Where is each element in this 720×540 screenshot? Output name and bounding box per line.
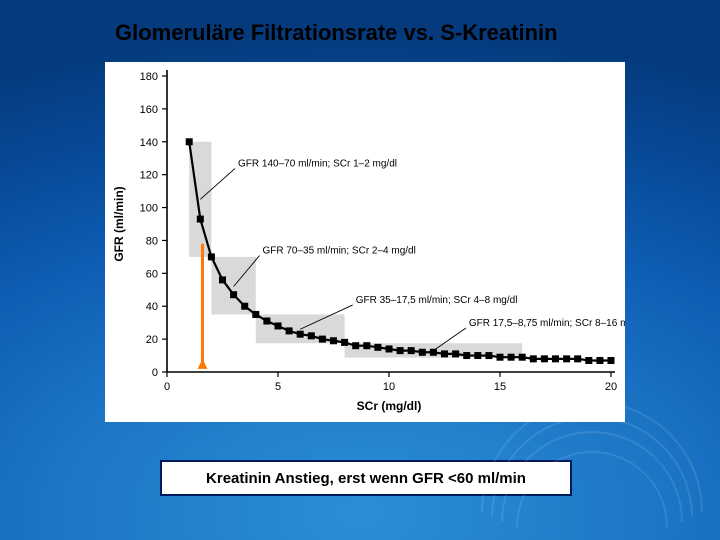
svg-text:20: 20 [146, 334, 158, 346]
svg-text:180: 180 [140, 71, 158, 83]
svg-text:40: 40 [146, 301, 158, 313]
gfr-scr-chart: 0 20 40 60 80 100 120 140 160 180 0 5 10 15 20 SCr (mg/… [105, 62, 625, 422]
svg-text:0: 0 [164, 381, 170, 393]
svg-text:15: 15 [494, 381, 506, 393]
svg-text:20: 20 [605, 381, 617, 393]
caption-box: Kreatinin Anstieg, erst wenn GFR <60 ml/… [160, 460, 572, 496]
svg-text:GFR 140–70 ml/min; SCr 1–2 mg/: GFR 140–70 ml/min; SCr 1–2 mg/dl [238, 158, 397, 169]
svg-text:GFR 35–17,5 ml/min; SCr 4–8 mg: GFR 35–17,5 ml/min; SCr 4–8 mg/dl [356, 295, 518, 306]
svg-text:GFR 70–35 ml/min; SCr 2–4 mg/d: GFR 70–35 ml/min; SCr 2–4 mg/dl [262, 246, 415, 257]
svg-text:0: 0 [152, 367, 158, 379]
svg-text:5: 5 [275, 381, 281, 393]
svg-text:10: 10 [383, 381, 395, 393]
svg-text:GFR (ml/min): GFR (ml/min) [112, 186, 126, 261]
svg-text:140: 140 [140, 137, 158, 149]
slide: Glomeruläre Filtrationsrate vs. S-Kreati… [0, 0, 720, 540]
svg-text:120: 120 [140, 170, 158, 182]
caption-text: Kreatinin Anstieg, erst wenn GFR <60 ml/… [206, 470, 526, 487]
slide-title: Glomeruläre Filtrationsrate vs. S-Kreati… [115, 20, 615, 46]
chart-container: 0 20 40 60 80 100 120 140 160 180 0 5 10 15 20 SCr (mg/… [105, 62, 625, 422]
svg-text:100: 100 [140, 203, 158, 215]
svg-text:60: 60 [146, 268, 158, 280]
svg-text:160: 160 [140, 104, 158, 116]
svg-text:SCr (mg/dl): SCr (mg/dl) [357, 399, 422, 413]
svg-text:GFR 17,5–8,75 ml/min; SCr 8–16: GFR 17,5–8,75 ml/min; SCr 8–16 mg/dl [469, 318, 625, 329]
svg-text:80: 80 [146, 235, 158, 247]
